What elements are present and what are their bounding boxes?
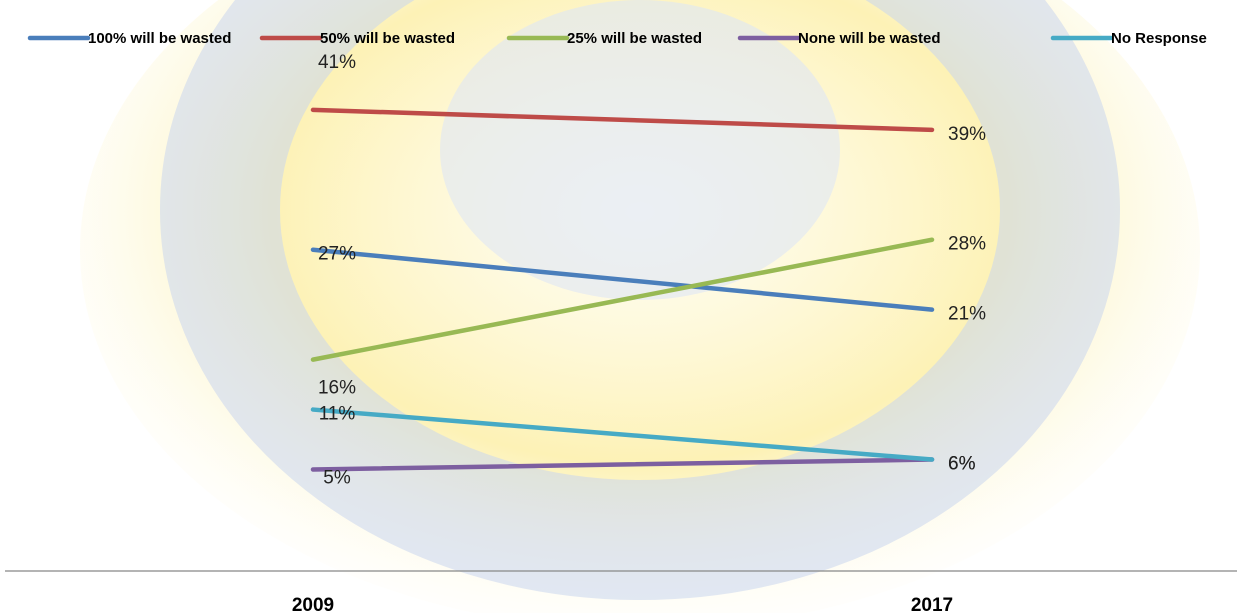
series-line: [310, 407, 935, 462]
x-axis-ticks: 2009 2017: [292, 595, 953, 613]
legend-item: No Response: [1050, 30, 1207, 47]
series-line: [310, 237, 935, 362]
legend-label: 25% will be wasted: [567, 30, 702, 47]
data-label: 5%: [323, 468, 351, 489]
legend-item: 25% will be wasted: [506, 30, 702, 47]
legend-label: None will be wasted: [798, 30, 941, 47]
series-line: [310, 247, 935, 312]
data-label: 16%: [318, 378, 356, 399]
data-label: 27%: [318, 244, 356, 265]
data-label: 21%: [948, 304, 986, 325]
series-line: [310, 457, 935, 472]
series-line: [310, 107, 935, 133]
chart-data-labels: 27%21%41%39%16%28%5%6%11%6%: [318, 52, 986, 489]
data-label: 6%: [948, 454, 976, 475]
x-tick-label: 2017: [911, 595, 953, 613]
legend-label: 50% will be wasted: [320, 30, 455, 47]
data-label: 6%: [948, 454, 976, 475]
background-watermark: [80, 0, 1200, 613]
legend-label: 100% will be wasted: [88, 30, 231, 47]
chart-series: [310, 107, 935, 472]
legend-label: No Response: [1111, 30, 1207, 47]
data-label: 28%: [948, 234, 986, 255]
data-label: 41%: [318, 52, 356, 73]
legend-item: 50% will be wasted: [259, 30, 455, 47]
data-label: 39%: [948, 124, 986, 145]
legend-item: None will be wasted: [737, 30, 941, 47]
data-label: 11%: [319, 404, 356, 425]
legend-item: 100% will be wasted: [27, 30, 231, 47]
x-tick-label: 2009: [292, 595, 334, 613]
chart-legend: 100% will be wasted 50% will be wasted 25%…: [27, 30, 1207, 47]
